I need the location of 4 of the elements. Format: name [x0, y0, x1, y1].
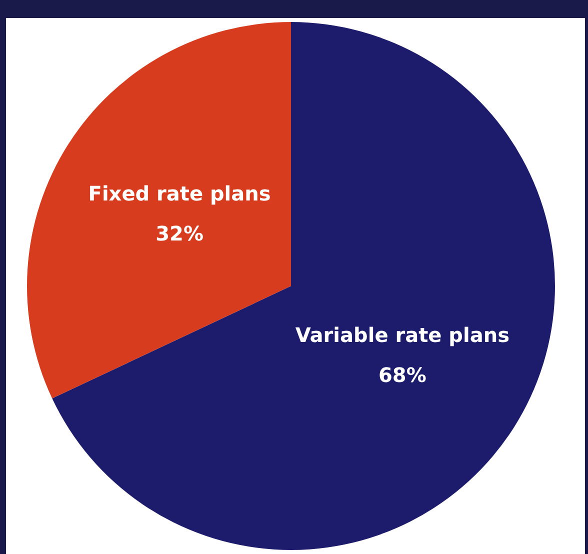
data-label: 32% — [156, 221, 204, 246]
slice-label: Fixed rate plans — [88, 181, 271, 206]
slice-label: Variable rate plans — [295, 322, 510, 347]
data-label: 68% — [378, 362, 426, 387]
